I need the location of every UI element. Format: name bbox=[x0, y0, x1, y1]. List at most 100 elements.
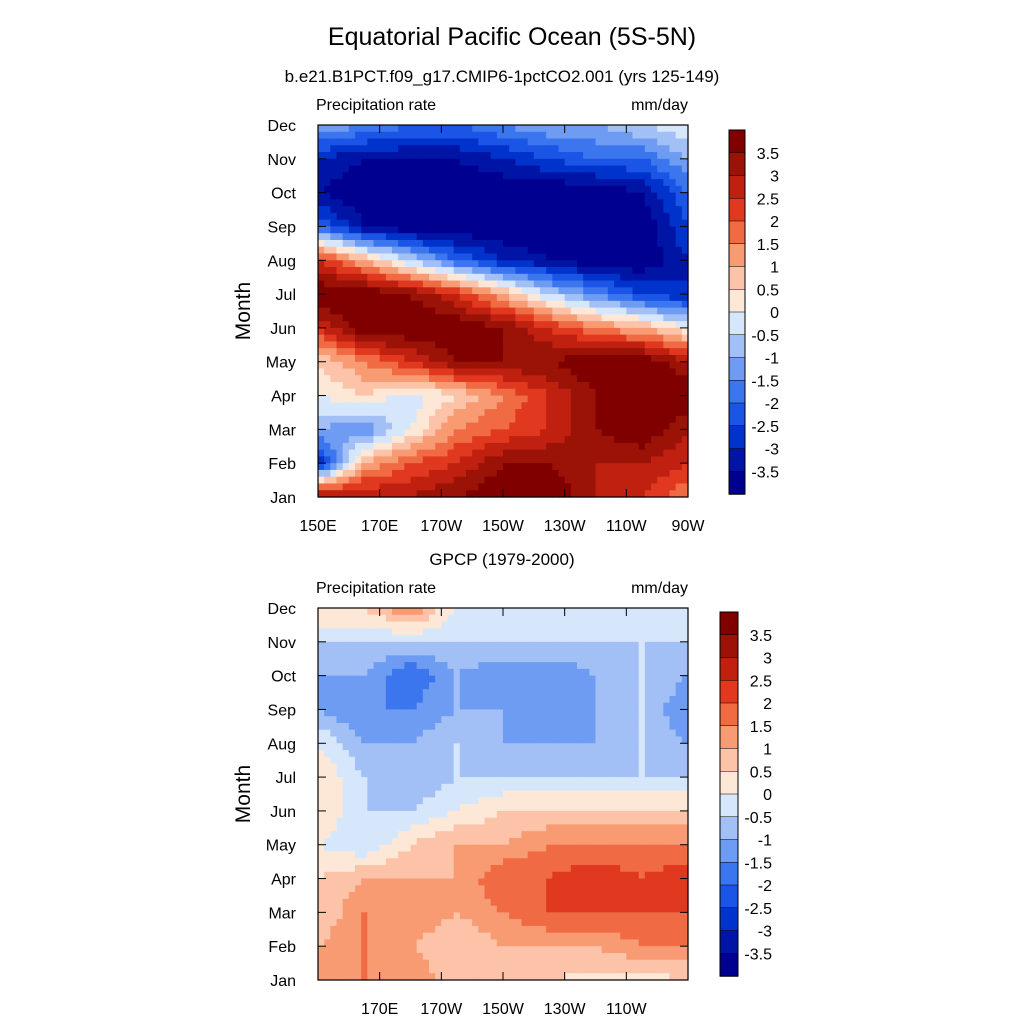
field-cell bbox=[435, 300, 442, 309]
field-cell bbox=[392, 185, 399, 194]
field-cell bbox=[607, 382, 615, 390]
field-cell bbox=[478, 354, 486, 363]
field-cell bbox=[527, 388, 535, 397]
field-cell bbox=[669, 777, 677, 785]
field-cell bbox=[330, 648, 338, 656]
field-cell bbox=[361, 682, 368, 690]
field-cell bbox=[644, 253, 652, 261]
field-cell bbox=[589, 382, 597, 390]
field-cell bbox=[552, 716, 560, 724]
field-cell bbox=[404, 294, 412, 302]
field-cell bbox=[558, 628, 566, 636]
field-cell bbox=[466, 138, 473, 146]
field-cell bbox=[447, 199, 455, 207]
field-cell bbox=[533, 206, 541, 214]
field-cell bbox=[435, 456, 442, 464]
field-cell bbox=[373, 429, 381, 437]
field-cell bbox=[416, 750, 424, 758]
field-cell bbox=[342, 648, 350, 656]
field-cell bbox=[620, 267, 627, 275]
field-cell bbox=[589, 375, 597, 383]
field-cell bbox=[490, 729, 498, 738]
field-cell bbox=[324, 682, 331, 690]
field-cell bbox=[607, 327, 615, 336]
field-cell bbox=[318, 675, 325, 683]
field-cell bbox=[614, 436, 621, 444]
field-cell bbox=[644, 233, 652, 241]
field-cell bbox=[546, 402, 553, 410]
field-cell bbox=[546, 662, 553, 670]
field-cell bbox=[324, 463, 331, 471]
field-cell bbox=[429, 321, 436, 329]
field-cell bbox=[644, 763, 652, 771]
field-cell bbox=[644, 675, 652, 683]
field-cell bbox=[546, 314, 553, 322]
field-cell bbox=[367, 327, 375, 336]
field-cell bbox=[626, 635, 634, 643]
field-cell bbox=[466, 179, 473, 187]
field-cell bbox=[379, 253, 387, 261]
field-cell bbox=[632, 770, 640, 778]
field-cell bbox=[404, 641, 412, 650]
field-cell bbox=[324, 314, 331, 322]
field-cell bbox=[515, 314, 523, 322]
field-cell bbox=[429, 763, 436, 771]
field-cell bbox=[342, 770, 350, 778]
field-cell bbox=[355, 716, 362, 724]
field-cell bbox=[453, 172, 461, 180]
field-cell bbox=[546, 763, 553, 771]
field-cell bbox=[348, 334, 356, 343]
field-cell bbox=[503, 246, 510, 255]
field-cell bbox=[398, 395, 405, 403]
field-cell bbox=[472, 395, 479, 403]
field-cell bbox=[577, 145, 584, 153]
field-cell bbox=[638, 185, 646, 194]
field-cell bbox=[663, 307, 671, 315]
field-cell bbox=[681, 165, 689, 173]
field-cell bbox=[651, 490, 658, 498]
field-cell bbox=[540, 287, 547, 295]
field-cell bbox=[675, 463, 683, 471]
field-cell bbox=[385, 422, 393, 430]
field-cell bbox=[614, 770, 621, 778]
field-cell bbox=[392, 206, 399, 214]
field-cell bbox=[447, 409, 455, 417]
field-cell bbox=[558, 655, 566, 663]
field-cell bbox=[626, 456, 634, 464]
field-cell bbox=[533, 267, 541, 275]
field-cell bbox=[577, 689, 584, 697]
field-cell bbox=[367, 463, 375, 471]
field-cell bbox=[441, 300, 449, 309]
field-cell bbox=[429, 388, 436, 397]
field-cell bbox=[472, 246, 479, 255]
field-cell bbox=[490, 709, 498, 717]
field-cell bbox=[675, 314, 683, 322]
field-cell bbox=[373, 668, 381, 677]
field-cell bbox=[441, 165, 449, 173]
field-cell bbox=[404, 375, 412, 383]
field-cell bbox=[472, 368, 479, 376]
field-cell bbox=[509, 192, 516, 200]
field-cell bbox=[398, 199, 405, 207]
field-cell bbox=[484, 226, 492, 234]
field-cell bbox=[601, 668, 609, 677]
field-cell bbox=[435, 267, 442, 275]
field-cell bbox=[663, 267, 671, 275]
field-cell bbox=[644, 388, 652, 397]
field-cell bbox=[441, 483, 449, 491]
field-cell bbox=[595, 158, 603, 167]
field-cell bbox=[620, 608, 627, 616]
field-cell bbox=[459, 641, 467, 650]
field-cell bbox=[379, 702, 387, 711]
field-cell bbox=[453, 409, 461, 417]
field-cell bbox=[330, 199, 338, 207]
field-cell bbox=[422, 675, 430, 683]
field-cell bbox=[515, 354, 523, 363]
field-cell bbox=[404, 469, 412, 478]
field-cell bbox=[577, 695, 584, 704]
field-cell bbox=[416, 689, 424, 697]
field-cell bbox=[626, 469, 634, 478]
field-cell bbox=[558, 463, 566, 471]
field-cell bbox=[540, 743, 547, 751]
field-cell bbox=[552, 695, 560, 704]
